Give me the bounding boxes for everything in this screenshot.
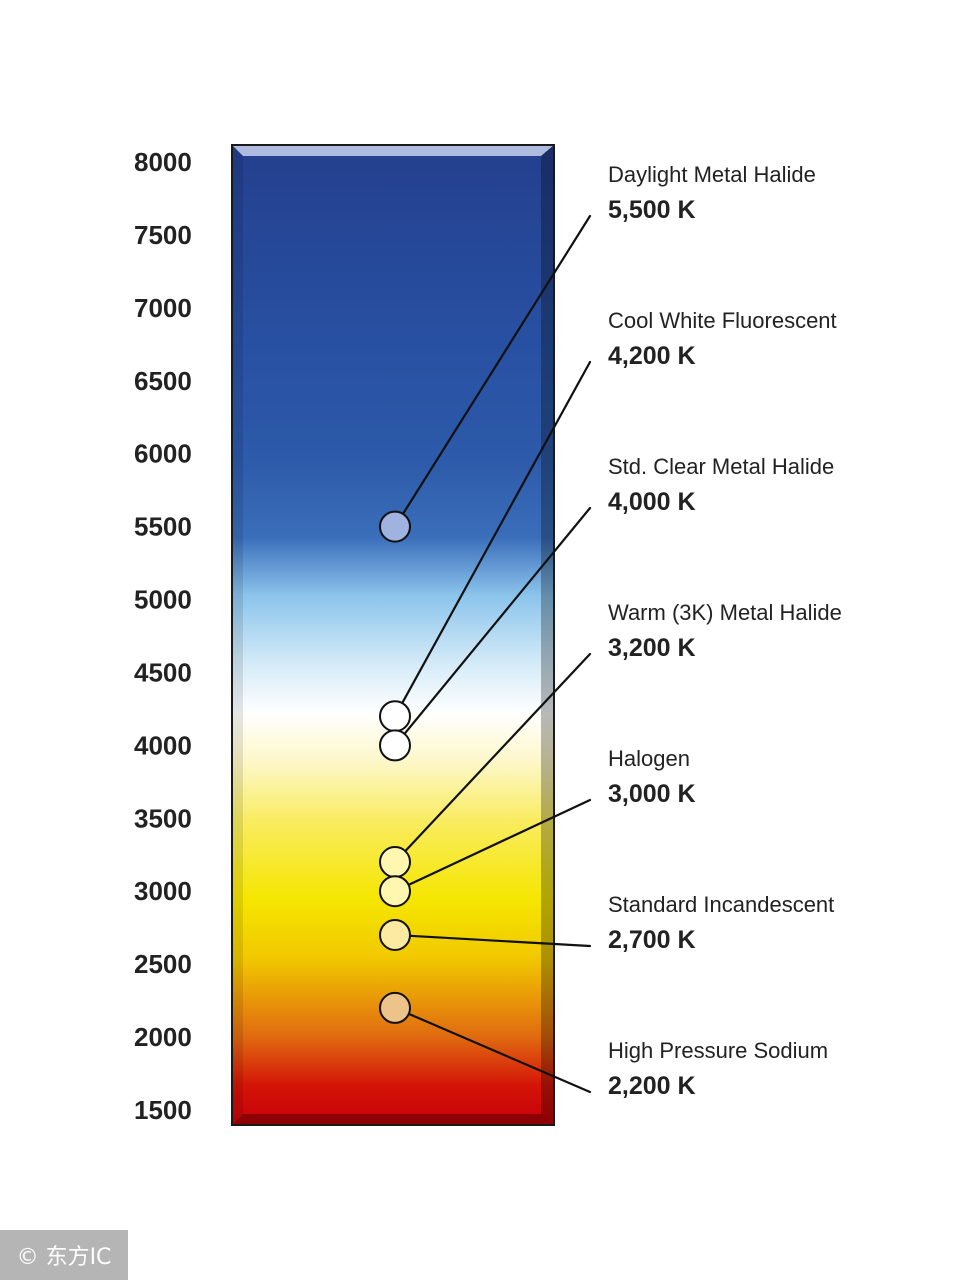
leader-line: [404, 652, 592, 853]
leader-line: [407, 1012, 592, 1094]
bar-right-bevel: [541, 145, 554, 1125]
axis-tick-label: 7000: [134, 293, 192, 323]
axis-tick-label: 3000: [134, 876, 192, 906]
source-markers: [379, 510, 411, 1024]
source-name: High Pressure Sodium: [608, 1038, 828, 1063]
source-marker: [379, 846, 411, 879]
axis-tick-label: 2500: [134, 949, 192, 979]
source-kelvin: 4,200 K: [608, 342, 696, 370]
leader-line: [403, 506, 592, 735]
color-temperature-bar: [231, 144, 555, 1126]
axis-tick-label: 6500: [134, 366, 192, 396]
temperature-axis: 8000 7500 7000 6500 6000 5500 5000 4500 4000 3500…: [134, 147, 192, 1125]
source-marker: [379, 875, 411, 908]
leader-line: [401, 360, 592, 705]
source-name: Std. Clear Metal Halide: [608, 454, 834, 479]
leader-line: [408, 934, 592, 948]
watermark: © 东方IC: [0, 1230, 128, 1280]
axis-tick-label: 4000: [134, 730, 192, 760]
axis-tick-label: 2000: [134, 1022, 192, 1052]
source-kelvin: 2,200 K: [608, 1072, 696, 1100]
axis-tick-label: 6000: [134, 439, 192, 469]
source-kelvin: 3,200 K: [608, 634, 696, 662]
axis-tick-label: 5000: [134, 585, 192, 615]
source-kelvin: 2,700 K: [608, 926, 696, 954]
source-labels: Daylight Metal Halide 5,500 K Cool White F…: [608, 162, 842, 1100]
axis-tick-label: 7500: [134, 220, 192, 250]
source-marker: [379, 918, 411, 951]
source-kelvin: 4,000 K: [608, 488, 696, 516]
source-kelvin: 3,000 K: [608, 780, 696, 808]
source-marker: [379, 700, 411, 733]
source-name: Warm (3K) Metal Halide: [608, 600, 842, 625]
source-marker: [379, 510, 411, 543]
source-name: Halogen: [608, 746, 690, 771]
bar-bottom-bevel: [232, 1114, 554, 1125]
axis-tick-label: 8000: [134, 147, 192, 177]
source-marker: [379, 729, 411, 762]
source-name: Daylight Metal Halide: [608, 162, 816, 187]
bar-top-bevel: [232, 145, 554, 156]
leader-line: [407, 798, 592, 886]
source-kelvin: 5,500 K: [608, 196, 696, 224]
bar-outline: [231, 144, 555, 1126]
axis-tick-label: 3500: [134, 803, 192, 833]
source-marker: [379, 991, 411, 1024]
source-name: Standard Incandescent: [608, 892, 834, 917]
axis-tick-label: 1500: [134, 1095, 192, 1125]
axis-tick-label: 5500: [134, 512, 192, 542]
bar-left-bevel: [232, 145, 243, 1125]
spectrum-bar: [232, 145, 554, 1125]
source-name: Cool White Fluorescent: [608, 308, 837, 333]
leader-lines: [401, 214, 592, 1094]
leader-line: [401, 214, 592, 516]
axis-tick-label: 4500: [134, 657, 192, 687]
